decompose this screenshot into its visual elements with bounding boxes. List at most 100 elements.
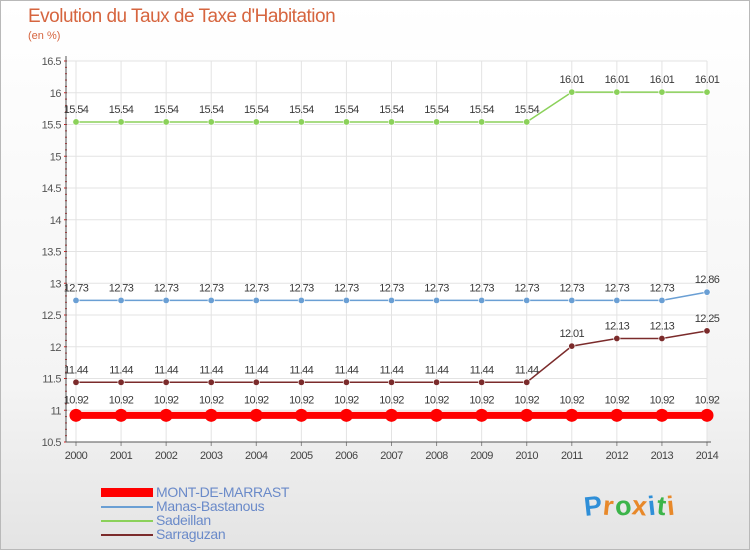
data-label: 12.73 (560, 282, 585, 294)
x-tick-label: 2009 (470, 450, 493, 462)
data-point (523, 378, 531, 386)
y-tick-label: 16.5 (42, 56, 62, 68)
data-point (568, 342, 576, 350)
x-tick-label: 2011 (561, 450, 583, 462)
proxiti-logo: Proxiti (582, 490, 677, 522)
data-label: 12.01 (560, 328, 585, 340)
data-label: 15.54 (334, 104, 359, 116)
x-tick-label: 2010 (515, 450, 538, 462)
data-label: 12.13 (650, 320, 675, 332)
data-point (568, 296, 576, 304)
data-point (207, 378, 215, 386)
data-label: 10.92 (244, 394, 269, 406)
data-point (117, 118, 125, 126)
x-tick-label: 2001 (110, 450, 133, 462)
data-point (613, 88, 621, 96)
x-tick-label: 2003 (200, 450, 223, 462)
data-point (610, 408, 624, 422)
x-tick-label: 2014 (696, 450, 719, 462)
data-label: 10.92 (334, 394, 359, 406)
data-label: 12.86 (695, 274, 720, 286)
data-label: 15.54 (244, 104, 269, 116)
data-label: 16.01 (650, 74, 675, 86)
data-point (433, 378, 441, 386)
data-label: 12.73 (109, 282, 134, 294)
data-point (387, 378, 395, 386)
data-point (69, 408, 83, 422)
data-point (72, 118, 80, 126)
y-tick-label: 16 (50, 88, 62, 100)
brand-letter: i (664, 490, 677, 522)
y-tick-label: 13.5 (42, 247, 62, 259)
data-point (249, 408, 263, 422)
x-tick-label: 2012 (606, 450, 629, 462)
data-label: 11.44 (244, 364, 268, 376)
data-label: 11.44 (380, 364, 404, 376)
x-tick-label: 2008 (425, 450, 448, 462)
data-point (520, 408, 534, 422)
data-point (72, 378, 80, 386)
data-point (162, 296, 170, 304)
y-tick-label: 13 (50, 278, 62, 290)
y-tick-label: 15.5 (42, 120, 62, 132)
data-label: 15.54 (199, 104, 224, 116)
data-label: 12.73 (605, 282, 630, 294)
x-tick-label: 2013 (651, 450, 674, 462)
data-point (117, 378, 125, 386)
data-point (430, 408, 444, 422)
data-point (703, 327, 711, 335)
legend-swatch (101, 506, 153, 508)
data-label: 12.73 (424, 282, 449, 294)
data-label: 11.44 (109, 364, 133, 376)
x-tick-label: 2006 (335, 450, 358, 462)
data-point (252, 296, 260, 304)
data-label: 11.44 (64, 364, 88, 376)
data-label: 10.92 (469, 394, 494, 406)
data-label: 12.73 (514, 282, 539, 294)
legend-swatch (101, 488, 153, 497)
chart-title: Evolution du Taux de Taxe d'Habitation (28, 6, 336, 27)
data-label: 10.92 (424, 394, 449, 406)
data-label: 15.54 (514, 104, 539, 116)
data-point (342, 296, 350, 304)
data-point (655, 408, 669, 422)
x-tick-label: 2005 (290, 450, 313, 462)
data-label: 15.54 (64, 104, 89, 116)
data-point (385, 408, 398, 422)
y-tick-label: 11.5 (42, 374, 61, 386)
x-tick-label: 2002 (155, 450, 178, 462)
data-label: 10.92 (109, 394, 134, 406)
x-tick-label: 2007 (380, 450, 403, 462)
data-label: 15.54 (469, 104, 494, 116)
data-point (204, 408, 218, 422)
data-point (162, 118, 170, 126)
data-point (658, 88, 666, 96)
data-point (703, 288, 711, 296)
data-label: 10.92 (605, 394, 630, 406)
data-label: 12.73 (244, 282, 269, 294)
data-point (433, 296, 441, 304)
data-label: 12.73 (199, 282, 224, 294)
data-point (700, 408, 714, 422)
data-point (117, 296, 125, 304)
data-point (568, 88, 576, 96)
data-point (114, 408, 128, 422)
data-point (475, 408, 489, 422)
data-point (387, 118, 395, 126)
legend-swatch (101, 520, 153, 522)
data-point (478, 118, 486, 126)
data-point (658, 296, 666, 304)
data-label: 15.54 (109, 104, 134, 116)
data-point (252, 118, 260, 126)
data-label: 10.92 (650, 394, 675, 406)
data-point (162, 378, 170, 386)
y-tick-label: 14 (50, 215, 62, 227)
data-point (613, 296, 621, 304)
legend-label: Sarraguzan (156, 526, 226, 542)
data-label: 15.54 (379, 104, 404, 116)
data-label: 11.44 (199, 364, 223, 376)
data-label: 11.44 (470, 364, 494, 376)
data-label: 10.92 (289, 394, 314, 406)
data-point (703, 88, 711, 96)
data-point (342, 118, 350, 126)
